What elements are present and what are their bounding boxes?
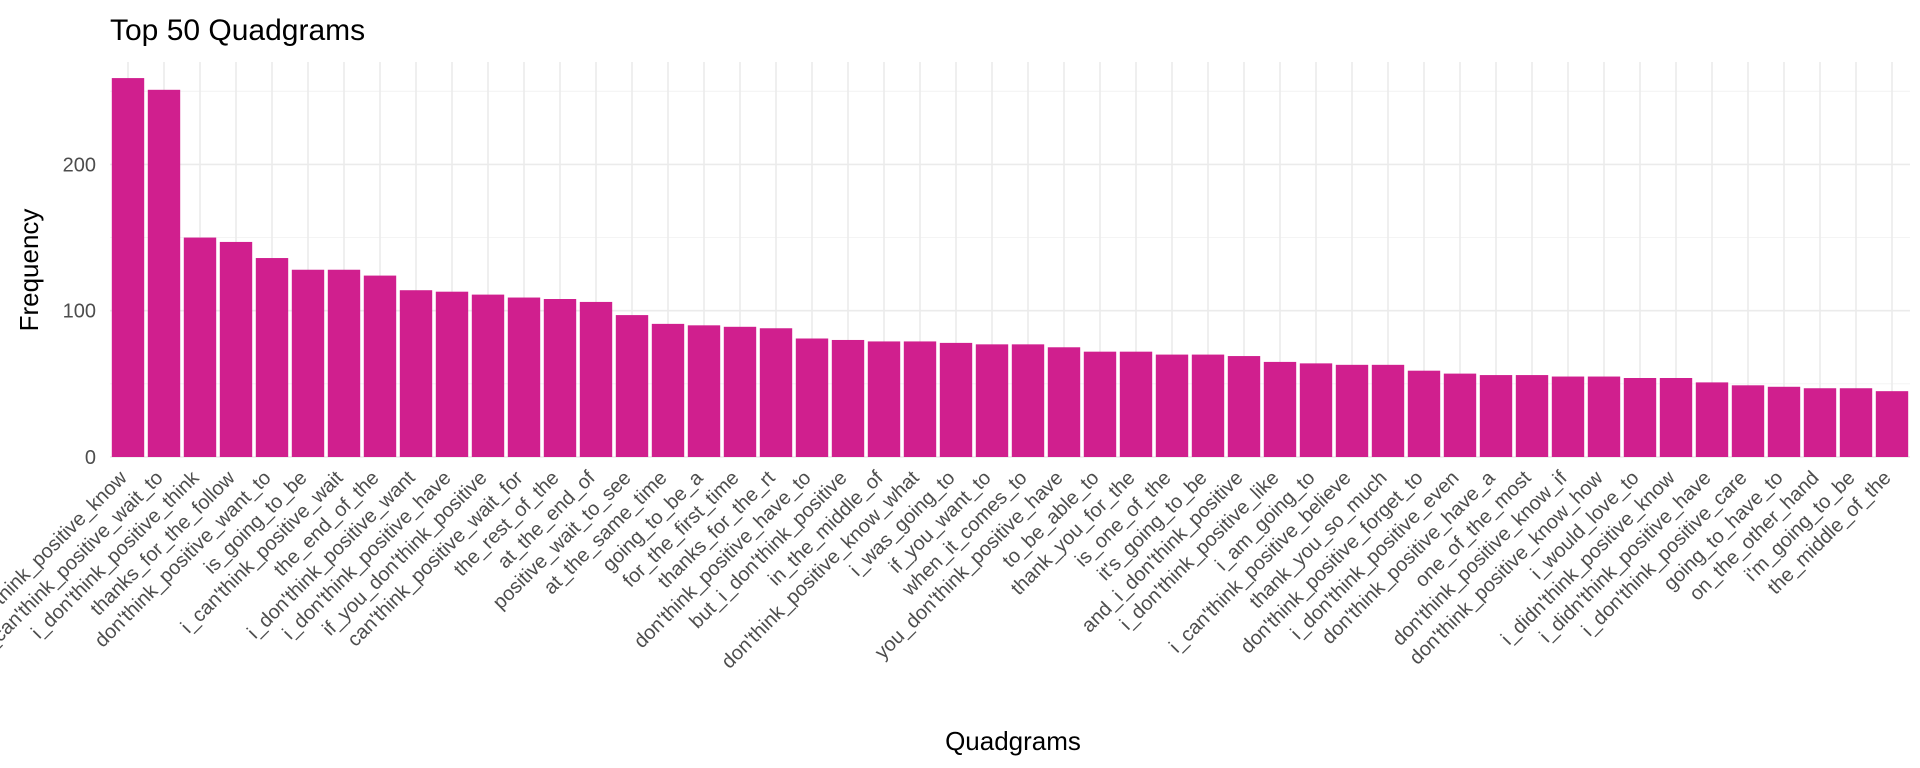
bar-24 [939, 342, 973, 457]
x-axis-title: Quadgrams [945, 726, 1081, 756]
bar-9 [399, 290, 433, 457]
bar-29 [1119, 351, 1153, 457]
bar-16 [651, 323, 685, 457]
bar-22 [867, 341, 901, 457]
bar-48 [1803, 388, 1837, 457]
bar-39 [1479, 375, 1513, 457]
bar-13 [543, 299, 577, 457]
bar-3 [183, 237, 217, 457]
bar-32 [1227, 356, 1261, 457]
bar-28 [1083, 351, 1117, 457]
bar-50 [1875, 391, 1909, 457]
bar-8 [363, 275, 397, 457]
bar-30 [1155, 354, 1189, 457]
bar-41 [1551, 376, 1585, 457]
bar-14 [579, 301, 613, 457]
bar-38 [1443, 373, 1477, 457]
bar-10 [435, 291, 469, 457]
bar-6 [291, 269, 325, 457]
y-tick-label: 100 [63, 301, 96, 323]
bar-44 [1659, 378, 1693, 457]
y-tick-label: 0 [85, 447, 96, 469]
bar-45 [1695, 382, 1729, 457]
y-tick-label: 200 [63, 154, 96, 176]
bar-43 [1623, 378, 1657, 457]
bar-47 [1767, 386, 1801, 457]
bar-49 [1839, 388, 1873, 457]
bar-23 [903, 341, 937, 457]
bar-25 [975, 344, 1009, 457]
bar-27 [1047, 347, 1081, 457]
bar-31 [1191, 354, 1225, 457]
bar-37 [1407, 370, 1441, 457]
x-axis-labels: i_don'think_positive_knowi_can'think_pos… [0, 466, 1896, 673]
bar-21 [831, 339, 865, 457]
bar-7 [327, 269, 361, 457]
y-axis-ticks: 0 100 200 [63, 154, 96, 469]
chart-title: Top 50 Quadgrams [110, 14, 365, 47]
bar-40 [1515, 375, 1549, 457]
bar-26 [1011, 344, 1045, 457]
bar-12 [507, 297, 541, 457]
bar-1 [111, 78, 145, 457]
bar-35 [1335, 364, 1369, 457]
bar-11 [471, 294, 505, 457]
bar-46 [1731, 385, 1765, 457]
bar-19 [759, 328, 793, 457]
bar-42 [1587, 376, 1621, 457]
bar-17 [687, 325, 721, 457]
bar-5 [255, 258, 289, 457]
bar-34 [1299, 363, 1333, 457]
bar-18 [723, 326, 757, 457]
bar-20 [795, 338, 829, 457]
bar-33 [1263, 361, 1297, 457]
bars [111, 78, 1909, 458]
bar-4 [219, 241, 253, 457]
bar-36 [1371, 364, 1405, 457]
bar-2 [147, 89, 181, 458]
y-axis-title: Frequency [14, 209, 44, 332]
bar-15 [615, 315, 649, 457]
